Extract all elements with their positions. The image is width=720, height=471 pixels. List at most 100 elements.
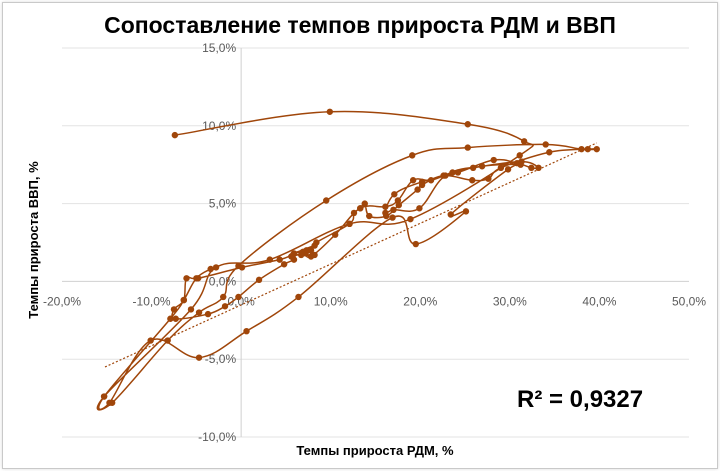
data-point	[221, 303, 229, 310]
data-point	[447, 211, 454, 218]
data-point	[485, 175, 492, 182]
data-point	[366, 212, 373, 220]
data-point	[204, 310, 212, 318]
data-point	[361, 200, 368, 207]
data-point	[416, 205, 423, 212]
data-point	[195, 309, 203, 316]
data-point	[454, 169, 462, 176]
data-point	[442, 172, 449, 179]
x-tick-label: 30,0%	[493, 294, 527, 308]
data-point	[546, 149, 553, 156]
y-tick-label: 0,0%	[209, 274, 237, 288]
data-point	[207, 265, 214, 273]
data-point	[243, 327, 250, 335]
x-tick-label: 20,0%	[403, 294, 437, 308]
data-point	[390, 206, 397, 214]
data-point	[382, 209, 389, 217]
data-point	[323, 197, 330, 204]
data-point	[220, 293, 227, 301]
y-tick-label: 15,0%	[202, 41, 236, 55]
data-point	[357, 205, 364, 212]
data-point	[449, 169, 456, 176]
data-point	[497, 164, 505, 172]
data-point	[172, 315, 179, 322]
data-point	[478, 163, 486, 170]
data-point	[542, 141, 549, 148]
gridlines	[62, 47, 689, 438]
data-point	[164, 337, 171, 344]
data-point	[409, 152, 416, 159]
data-point	[171, 131, 179, 139]
data-point	[464, 144, 471, 151]
data-point	[469, 164, 477, 172]
data-point	[409, 177, 417, 184]
data-point	[427, 177, 435, 184]
chart-title: Сопоставление темпов прироста РДМ и ВВП	[104, 12, 616, 38]
data-point	[307, 253, 315, 260]
data-point	[299, 248, 307, 256]
data-point	[578, 145, 585, 153]
data-point	[235, 293, 242, 301]
data-point	[238, 264, 246, 271]
data-point	[414, 186, 421, 193]
data-point	[517, 161, 524, 168]
data-point	[100, 393, 108, 400]
data-point	[295, 293, 302, 301]
data-point	[528, 164, 535, 172]
data-point	[535, 164, 542, 172]
data-point	[516, 152, 523, 159]
data-point	[346, 220, 353, 228]
data-point	[462, 208, 470, 215]
data-point	[394, 197, 402, 204]
x-tick-label: -20,0%	[43, 294, 81, 308]
data-point	[490, 156, 497, 164]
data-point	[266, 256, 274, 263]
data-point	[255, 276, 263, 284]
y-tick-label: 5,0%	[209, 197, 237, 211]
y-axis-title: Темпы прироста ВВП, %	[26, 161, 41, 319]
x-tick-label: 40,0%	[582, 294, 616, 308]
data-point	[187, 306, 195, 313]
data-point	[276, 256, 283, 263]
data-point	[183, 275, 190, 282]
y-tick-label: -10,0%	[198, 430, 236, 444]
data-point	[418, 178, 426, 186]
data-point	[464, 121, 471, 128]
data-point	[326, 108, 334, 115]
data-point	[504, 166, 512, 173]
data-point	[180, 296, 188, 304]
y-tick-label: -5,0%	[205, 352, 237, 366]
y-tick-label: 10,0%	[202, 119, 236, 133]
data-point	[412, 240, 420, 248]
data-points	[100, 108, 600, 406]
data-point	[106, 399, 113, 406]
x-tick-label: 50,0%	[672, 294, 706, 308]
data-point	[311, 242, 318, 249]
r-squared-label: R² = 0,9327	[517, 386, 644, 413]
data-point	[280, 261, 288, 268]
x-tick-label: 10,0%	[314, 294, 348, 308]
trendline	[104, 142, 597, 368]
x-tick-label: 0,0%	[227, 294, 255, 308]
data-point	[147, 337, 154, 344]
data-point	[290, 250, 298, 257]
x-tick-label: -10,0%	[133, 294, 171, 308]
data-point	[331, 231, 339, 238]
x-axis-title: Темпы прироста РДМ, %	[296, 443, 454, 458]
data-point	[407, 215, 414, 223]
data-point	[584, 145, 591, 153]
data-point	[350, 209, 358, 217]
data-point	[170, 306, 178, 313]
y-tick-labels: -10,0% -5,0% 0,0% 5,0% 10,0% 15,0%	[198, 41, 236, 444]
data-point	[382, 203, 389, 210]
data-point	[212, 264, 220, 271]
data-point	[167, 315, 174, 322]
data-point	[389, 214, 396, 221]
data-point	[193, 275, 200, 282]
x-tick-labels: -20,0% -10,0% 0,0% 10,0% 20,0% 30,0% 40,0% 50,0…	[43, 294, 706, 308]
data-point	[307, 247, 315, 254]
data-point	[520, 138, 528, 145]
data-point	[469, 177, 476, 184]
